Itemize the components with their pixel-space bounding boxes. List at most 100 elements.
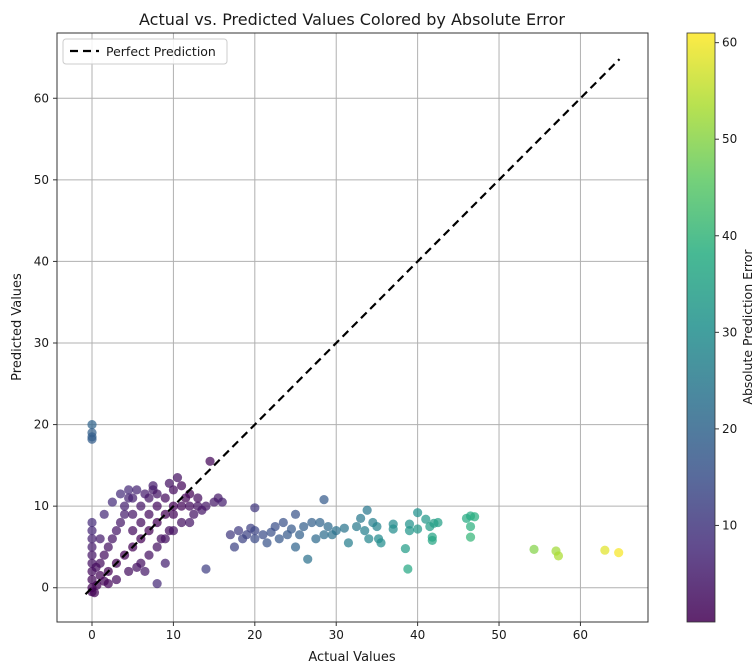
scatter-point [144, 509, 154, 519]
scatter-point [372, 521, 382, 532]
legend: Perfect Prediction [62, 38, 228, 65]
y-tick-label: 40 [34, 254, 49, 268]
scatter-point [351, 521, 362, 532]
scatter-point [433, 517, 443, 528]
scatter-point [205, 456, 215, 466]
scatter-point [148, 481, 158, 491]
x-tick-label: 0 [88, 628, 96, 642]
scatter-point [89, 588, 100, 598]
scatter-point [193, 493, 203, 503]
scatter-point [87, 434, 97, 444]
scatter-point [152, 542, 162, 552]
scatter-point [92, 580, 102, 590]
colorbar-tick-label: 40 [722, 229, 737, 243]
scatter-point [87, 550, 97, 560]
scatter-point [600, 545, 610, 555]
scatter-point [270, 521, 280, 532]
colorbar [686, 32, 716, 623]
scatter-point [99, 576, 109, 586]
y-tick-label: 50 [34, 173, 49, 187]
scatter-point [290, 509, 301, 519]
scatter-point [323, 521, 333, 532]
scatter-point [294, 530, 305, 540]
scatter-point [152, 501, 162, 511]
scatter-point [172, 473, 183, 483]
scatter-point [233, 526, 244, 536]
scatter-point [427, 535, 437, 546]
y-tick-label: 30 [34, 336, 49, 350]
scatter-point [315, 517, 325, 528]
colorbar-ticks: 10 20 30 40 50 60 [715, 36, 737, 532]
y-tick-label: 10 [34, 499, 49, 513]
scatter-point [376, 538, 386, 548]
scatter-point [465, 532, 476, 542]
scatter-point [168, 509, 179, 519]
y-tick-label: 0 [41, 581, 49, 595]
grid-lines [57, 33, 648, 622]
scatter-point [343, 538, 354, 548]
colorbar-tick-label: 50 [722, 132, 737, 146]
colorbar-tick-label: 10 [722, 518, 737, 532]
scatter-point [311, 534, 321, 544]
y-axis-label: Predicted Values [10, 273, 25, 381]
scatter-point [258, 530, 268, 540]
scatter-point [388, 524, 398, 534]
scatter-point [362, 505, 372, 515]
scatter-point [115, 517, 126, 528]
y-axis-ticks: 0 10 20 30 40 50 60 [34, 91, 57, 595]
scatter-point [421, 514, 431, 524]
scatter-point [250, 503, 260, 513]
scatter-point [319, 495, 329, 505]
scatter-point [553, 551, 564, 561]
x-axis-label: Actual Values [308, 650, 396, 662]
scatter-point [160, 534, 170, 544]
scatter-point [360, 526, 370, 536]
scatter-point [225, 530, 235, 540]
scatter-point [404, 526, 415, 536]
scatter-point [176, 501, 187, 511]
y-tick-label: 60 [34, 91, 49, 105]
scatter-point [201, 564, 211, 574]
scatter-point [299, 521, 309, 532]
scatter-point [217, 497, 227, 507]
x-tick-label: 10 [166, 628, 181, 642]
scatter-point [111, 574, 122, 585]
scatter-point [201, 501, 211, 511]
scatter-point [614, 548, 624, 558]
scatter-point [262, 538, 272, 548]
legend-box [62, 38, 228, 65]
scatter-point [99, 509, 109, 519]
scatter-point [87, 419, 97, 430]
scatter-point [164, 478, 174, 488]
scatter-point [144, 493, 154, 503]
scatter-point [185, 501, 195, 511]
scatter-point [278, 517, 288, 528]
scatter-point [160, 493, 170, 503]
scatter-point [124, 485, 134, 495]
scatter-point [119, 501, 130, 511]
scatter-point [128, 493, 138, 503]
legend-label: Perfect Prediction [106, 44, 216, 59]
scatter-point [529, 544, 539, 554]
scatter-point [189, 509, 199, 519]
scatter-point [274, 534, 284, 544]
scatter-point [152, 489, 162, 499]
scatter-point [128, 509, 138, 519]
scatter-point [331, 526, 341, 536]
y-tick-label: 20 [34, 418, 49, 432]
scatter-point [128, 526, 138, 536]
scatter-point [400, 543, 411, 554]
scatter-point [303, 554, 313, 564]
scatter-point [250, 534, 260, 544]
scatter-point [107, 534, 117, 544]
scatter-point [140, 566, 150, 577]
scatter-point [307, 517, 317, 528]
scatter-point [319, 530, 329, 540]
scatter-point [229, 542, 240, 552]
perfect-prediction-line [84, 58, 621, 596]
data-points [87, 419, 624, 598]
scatter-point [168, 526, 179, 536]
scatter-point [99, 550, 109, 560]
scatter-point [136, 501, 146, 511]
